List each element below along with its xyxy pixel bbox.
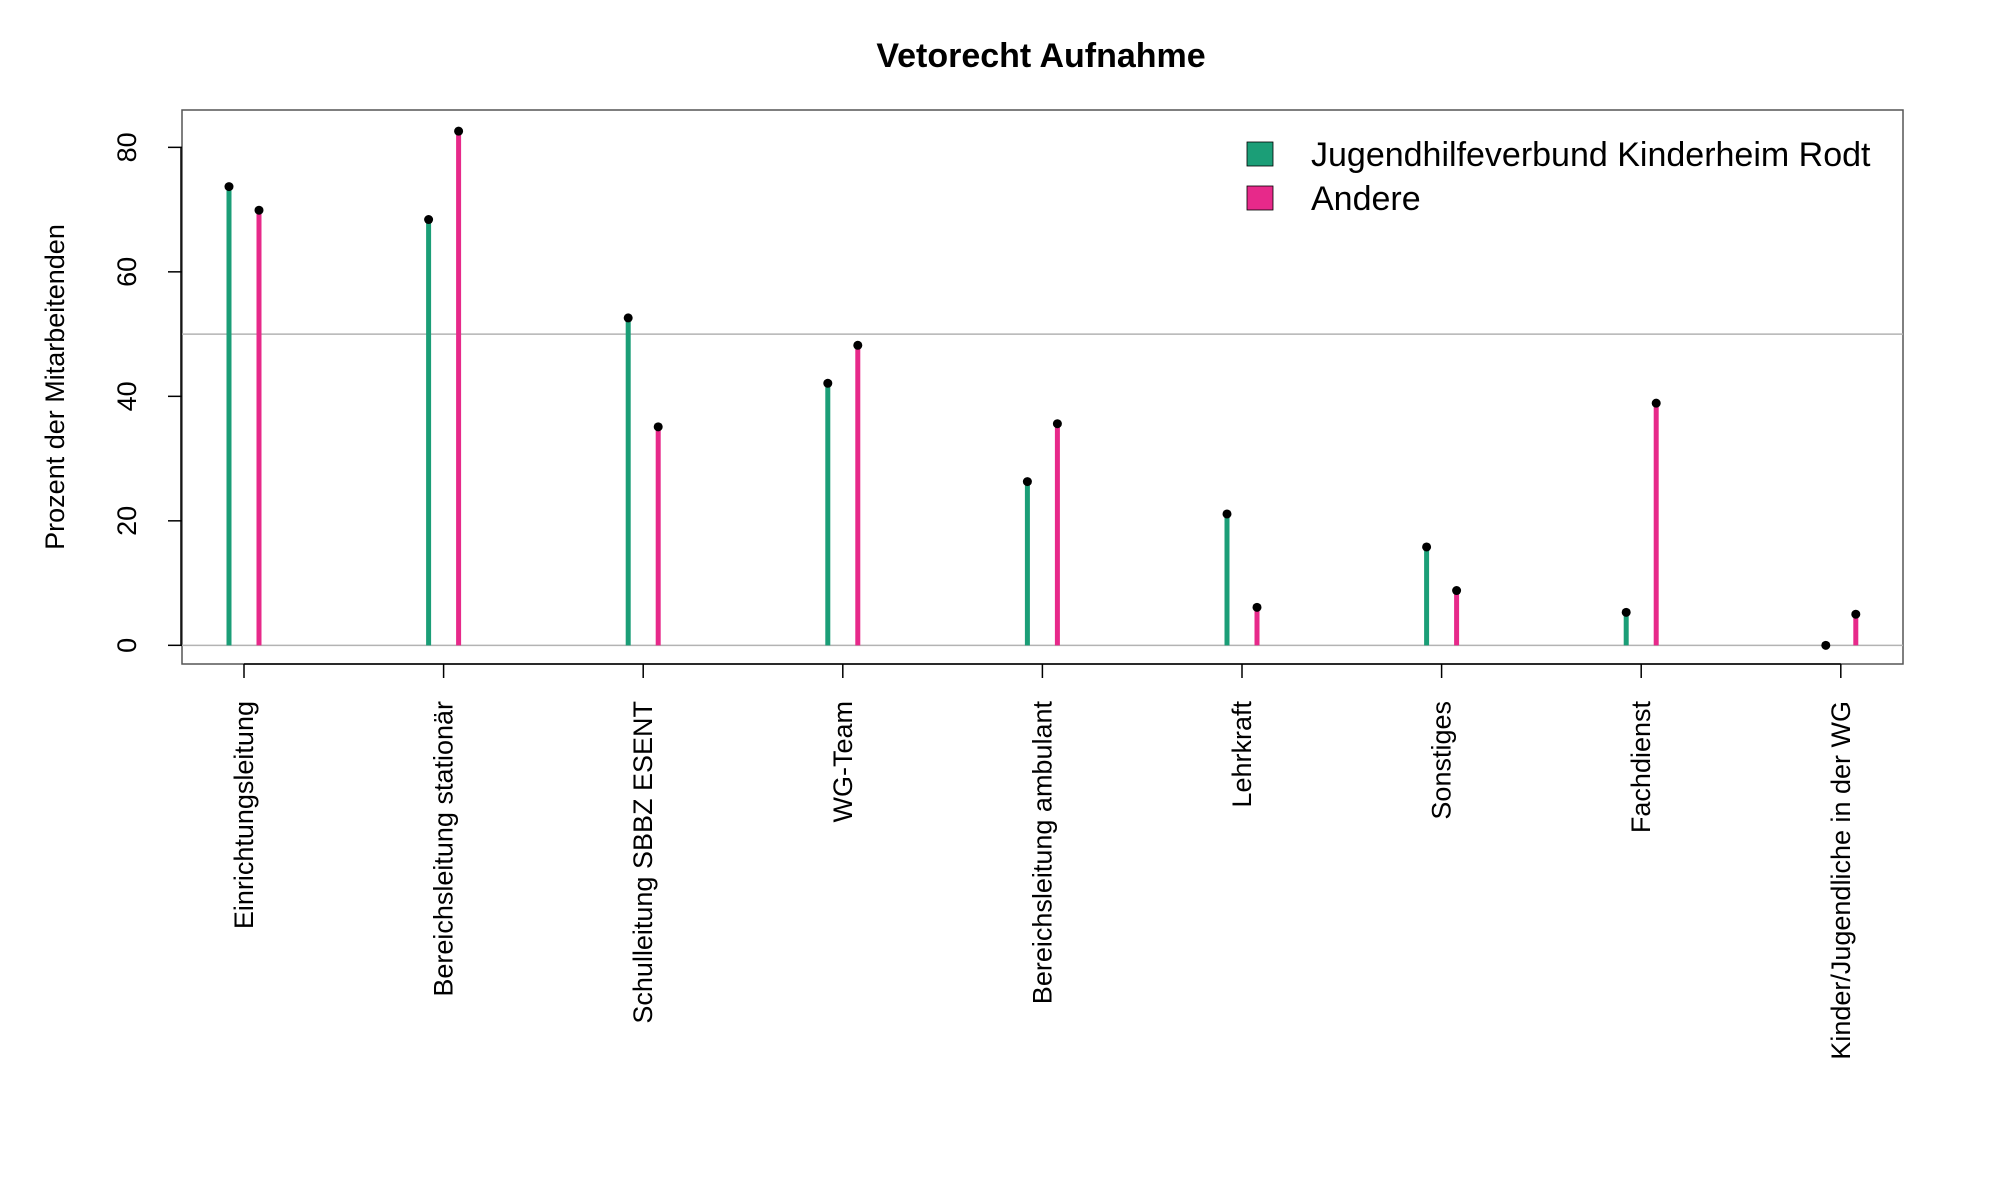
lollipop-rodt	[1422, 542, 1432, 646]
lollipop-rodt	[823, 378, 833, 646]
x-tick-label: Bereichsleitung stationär	[429, 701, 459, 997]
lollipop-rodt	[1222, 509, 1232, 646]
lollipop-andere	[254, 205, 264, 646]
legend-label: Jugendhilfeverbund Kinderheim Rodt	[1311, 136, 1871, 174]
point	[1252, 602, 1262, 612]
x-axis: Einrichtungsleitung Bereichsleitung stati…	[229, 663, 1856, 1060]
legend: Jugendhilfeverbund Kinderheim Rodt Andere	[1246, 136, 1871, 218]
point	[1422, 542, 1432, 552]
point	[853, 340, 863, 350]
plot-frame	[181, 109, 1904, 665]
point	[1821, 640, 1831, 650]
x-tick-label: Einrichtungsleitung	[229, 701, 259, 929]
y-tick-label: 20	[112, 506, 142, 536]
lollipop-rodt	[623, 313, 633, 646]
lollipop-andere	[1052, 419, 1062, 646]
point	[823, 378, 833, 388]
lollipop-andere	[653, 422, 663, 646]
lollipop-rodt	[224, 182, 234, 646]
data-marks	[224, 126, 1861, 650]
lollipop-andere	[1651, 398, 1661, 646]
y-axis-label: Prozent der Mitarbeitenden	[40, 224, 70, 550]
x-tick-label: Sonstiges	[1427, 701, 1457, 820]
lollipop-rodt	[1821, 640, 1831, 650]
point	[1621, 607, 1631, 617]
reference-lines	[182, 333, 1903, 647]
point	[1651, 398, 1661, 408]
point	[224, 182, 234, 192]
legend-swatch	[1246, 185, 1274, 211]
y-tick-label: 40	[112, 381, 142, 411]
point	[424, 215, 434, 225]
point	[454, 126, 464, 136]
y-tick-label: 60	[112, 257, 142, 287]
lollipop-rodt	[424, 215, 434, 646]
point	[1022, 477, 1032, 487]
x-tick-label: Lehrkraft	[1227, 701, 1257, 808]
x-tick-label: Kinder/Jugendliche in der WG	[1826, 701, 1856, 1060]
legend-label: Andere	[1311, 180, 1421, 218]
lollipop-andere	[454, 126, 464, 646]
y-axis: 0 20 40 60 80	[112, 132, 182, 653]
point	[653, 422, 663, 432]
y-tick-label: 0	[112, 638, 142, 653]
point	[254, 205, 264, 215]
chart-title: Vetorecht Aufnahme	[876, 37, 1205, 75]
point	[1452, 586, 1462, 596]
lollipop-andere	[1851, 609, 1861, 646]
x-tick-label: Fachdienst	[1626, 701, 1656, 834]
lollipop-rodt	[1621, 607, 1631, 646]
lollipop-andere	[1452, 586, 1462, 646]
x-tick-label: Schulleitung SBBZ ESENT	[628, 701, 658, 1024]
point	[623, 313, 633, 323]
legend-swatch	[1246, 141, 1274, 167]
point	[1222, 509, 1232, 519]
lollipop-andere	[1252, 602, 1262, 646]
lollipop-rodt	[1022, 477, 1032, 646]
x-tick-label: Bereichsleitung ambulant	[1027, 701, 1057, 1005]
lollipop-andere	[853, 340, 863, 646]
point	[1851, 609, 1861, 619]
y-tick-label: 80	[112, 132, 142, 162]
point	[1052, 419, 1062, 429]
x-tick-label: WG-Team	[828, 701, 858, 823]
